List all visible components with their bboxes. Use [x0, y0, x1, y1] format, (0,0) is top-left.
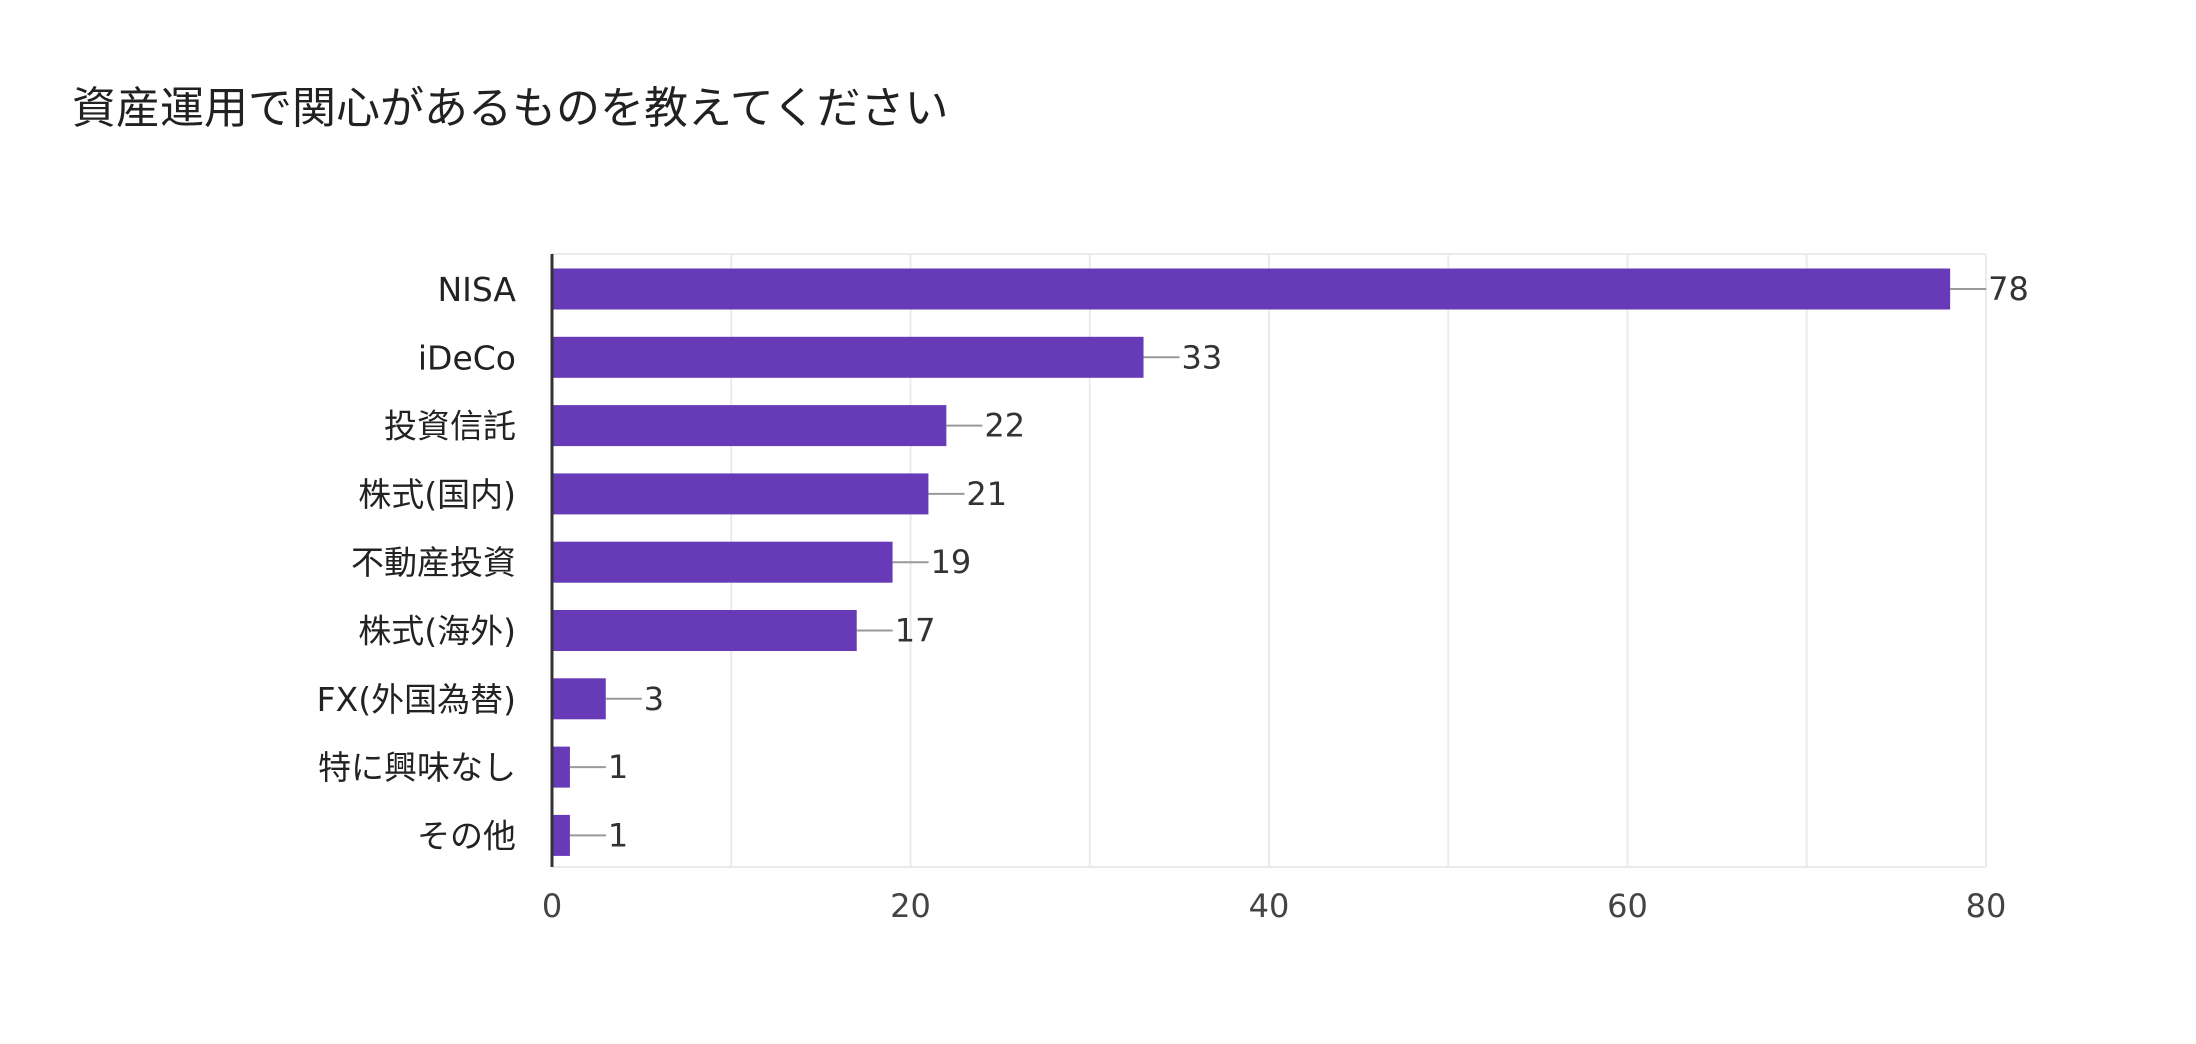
bar-9: [552, 814, 570, 856]
x-tick-label-60: 60: [1607, 887, 1648, 925]
chart-title: 資産運用で関心があるものを教えてください: [72, 83, 949, 134]
bar-6: [552, 610, 857, 651]
bar-3: [552, 405, 947, 447]
value-label-5: 19: [931, 543, 972, 581]
category-label-3: 投資信託: [384, 407, 516, 446]
value-label-7: 3: [644, 680, 664, 718]
bar-7: [552, 678, 606, 720]
category-label-7: FX(外国為替): [317, 680, 516, 719]
value-label-8: 1: [608, 748, 628, 786]
category-label-8: 特に興味なし: [318, 748, 516, 787]
category-label-5: 不動産投資: [351, 543, 516, 582]
category-label-6: 株式(海外): [358, 612, 516, 651]
value-label-2: 33: [1182, 338, 1223, 376]
value-label-6: 17: [895, 612, 936, 650]
bar-2: [552, 336, 1144, 378]
bar-4: [552, 473, 929, 515]
bars: [552, 268, 1951, 856]
value-label-4: 21: [966, 475, 1007, 513]
bar-1: [552, 268, 1951, 310]
bar-5: [552, 541, 893, 583]
category-label-4: 株式(国内): [358, 475, 516, 514]
bar-8: [552, 746, 570, 788]
x-tick-label-0: 0: [542, 887, 562, 925]
category-label-2: iDeCo: [418, 338, 516, 377]
x-tick-label-80: 80: [1966, 887, 2007, 925]
category-label-9: その他: [417, 816, 516, 855]
value-label-3: 22: [984, 407, 1025, 445]
x-tick-label-40: 40: [1249, 887, 1290, 925]
value-label-1: 78: [1988, 270, 2029, 308]
value-label-9: 1: [608, 816, 628, 854]
x-tick-label-20: 20: [890, 887, 931, 925]
category-label-1: NISA: [437, 270, 516, 309]
labels: 78 NISA 33 iDeCo 22 投資信託 21 株式(国内) 19 不動産投資 17 株式(海…: [317, 270, 2029, 925]
